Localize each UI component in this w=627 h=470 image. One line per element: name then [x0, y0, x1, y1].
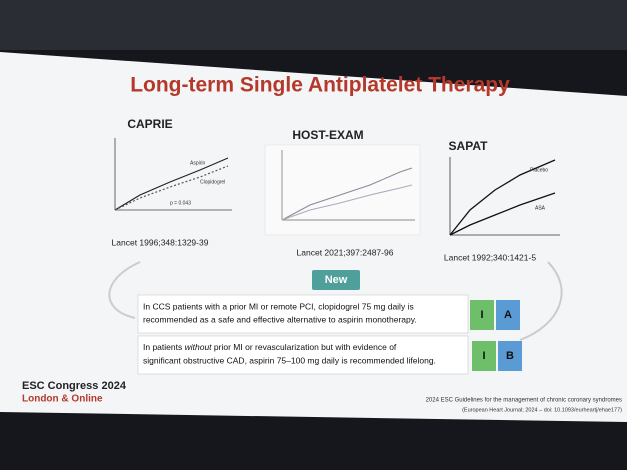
curve-label: Placebo — [530, 167, 548, 173]
guideline-title: 2024 ESC Guidelines for the management o… — [426, 398, 622, 404]
new-badge — [312, 270, 360, 290]
sapat-chart: Placebo ASA — [449, 157, 560, 236]
arrow — [519, 261, 563, 341]
guideline-reference: (European Heart Journal; 2024 – doi: 10.… — [462, 407, 622, 413]
citation: Lancet 1992;340:1421-5 — [444, 252, 536, 262]
curve — [449, 192, 556, 236]
chart-frame — [264, 144, 421, 236]
recommendation-text: In patients without prior MI or revascul… — [143, 342, 397, 352]
study-name: SAPAT — [449, 139, 489, 153]
p-value: p = 0.043 — [170, 200, 191, 206]
badge-text: New — [325, 274, 348, 286]
slide-title: Long-term Single Antiplatelet Therapy — [130, 74, 510, 97]
level-badge — [496, 300, 520, 330]
curve-label: ASA — [535, 205, 546, 211]
curve-label: Clopidogrel — [200, 179, 225, 185]
curve — [449, 159, 556, 236]
study-name: CAPRIE — [127, 117, 172, 131]
event-location: London & Online — [22, 394, 103, 405]
curve-label: Aspirin — [190, 160, 206, 166]
recommendation-text: significant obstructive CAD, aspirin 75–… — [143, 355, 436, 365]
recommendation-box — [137, 335, 469, 375]
level-badge — [498, 341, 522, 371]
curve — [281, 184, 413, 221]
citation: Lancet 2021;397:2487-96 — [297, 247, 394, 257]
event-name: ESC Congress 2024 — [22, 380, 127, 392]
ceiling — [0, 0, 627, 50]
class-text: I — [482, 350, 485, 362]
curve — [281, 167, 413, 221]
level-text: A — [504, 309, 512, 321]
class-badge — [470, 300, 494, 330]
host-exam-chart — [264, 144, 421, 236]
text-part: prior MI or revascularization but with e… — [214, 342, 397, 352]
study-name: HOST-EXAM — [292, 128, 363, 142]
arrow — [108, 261, 141, 319]
class-text: I — [480, 309, 483, 321]
curve — [114, 157, 229, 211]
caprie-chart: Aspirin Clopidogrel p = 0.043 — [114, 138, 232, 211]
curve — [114, 165, 229, 211]
class-badge — [472, 341, 496, 371]
recommendation-text: recommended as a safe and effective alte… — [143, 314, 417, 324]
text-emphasis: without — [185, 342, 213, 352]
text-part: In patients — [143, 342, 182, 352]
recommendation-box — [137, 294, 469, 334]
level-text: B — [506, 350, 514, 362]
citation: Lancet 1996;348:1329-39 — [112, 237, 209, 247]
recommendation-text: In CCS patients with a prior MI or remot… — [143, 301, 414, 311]
